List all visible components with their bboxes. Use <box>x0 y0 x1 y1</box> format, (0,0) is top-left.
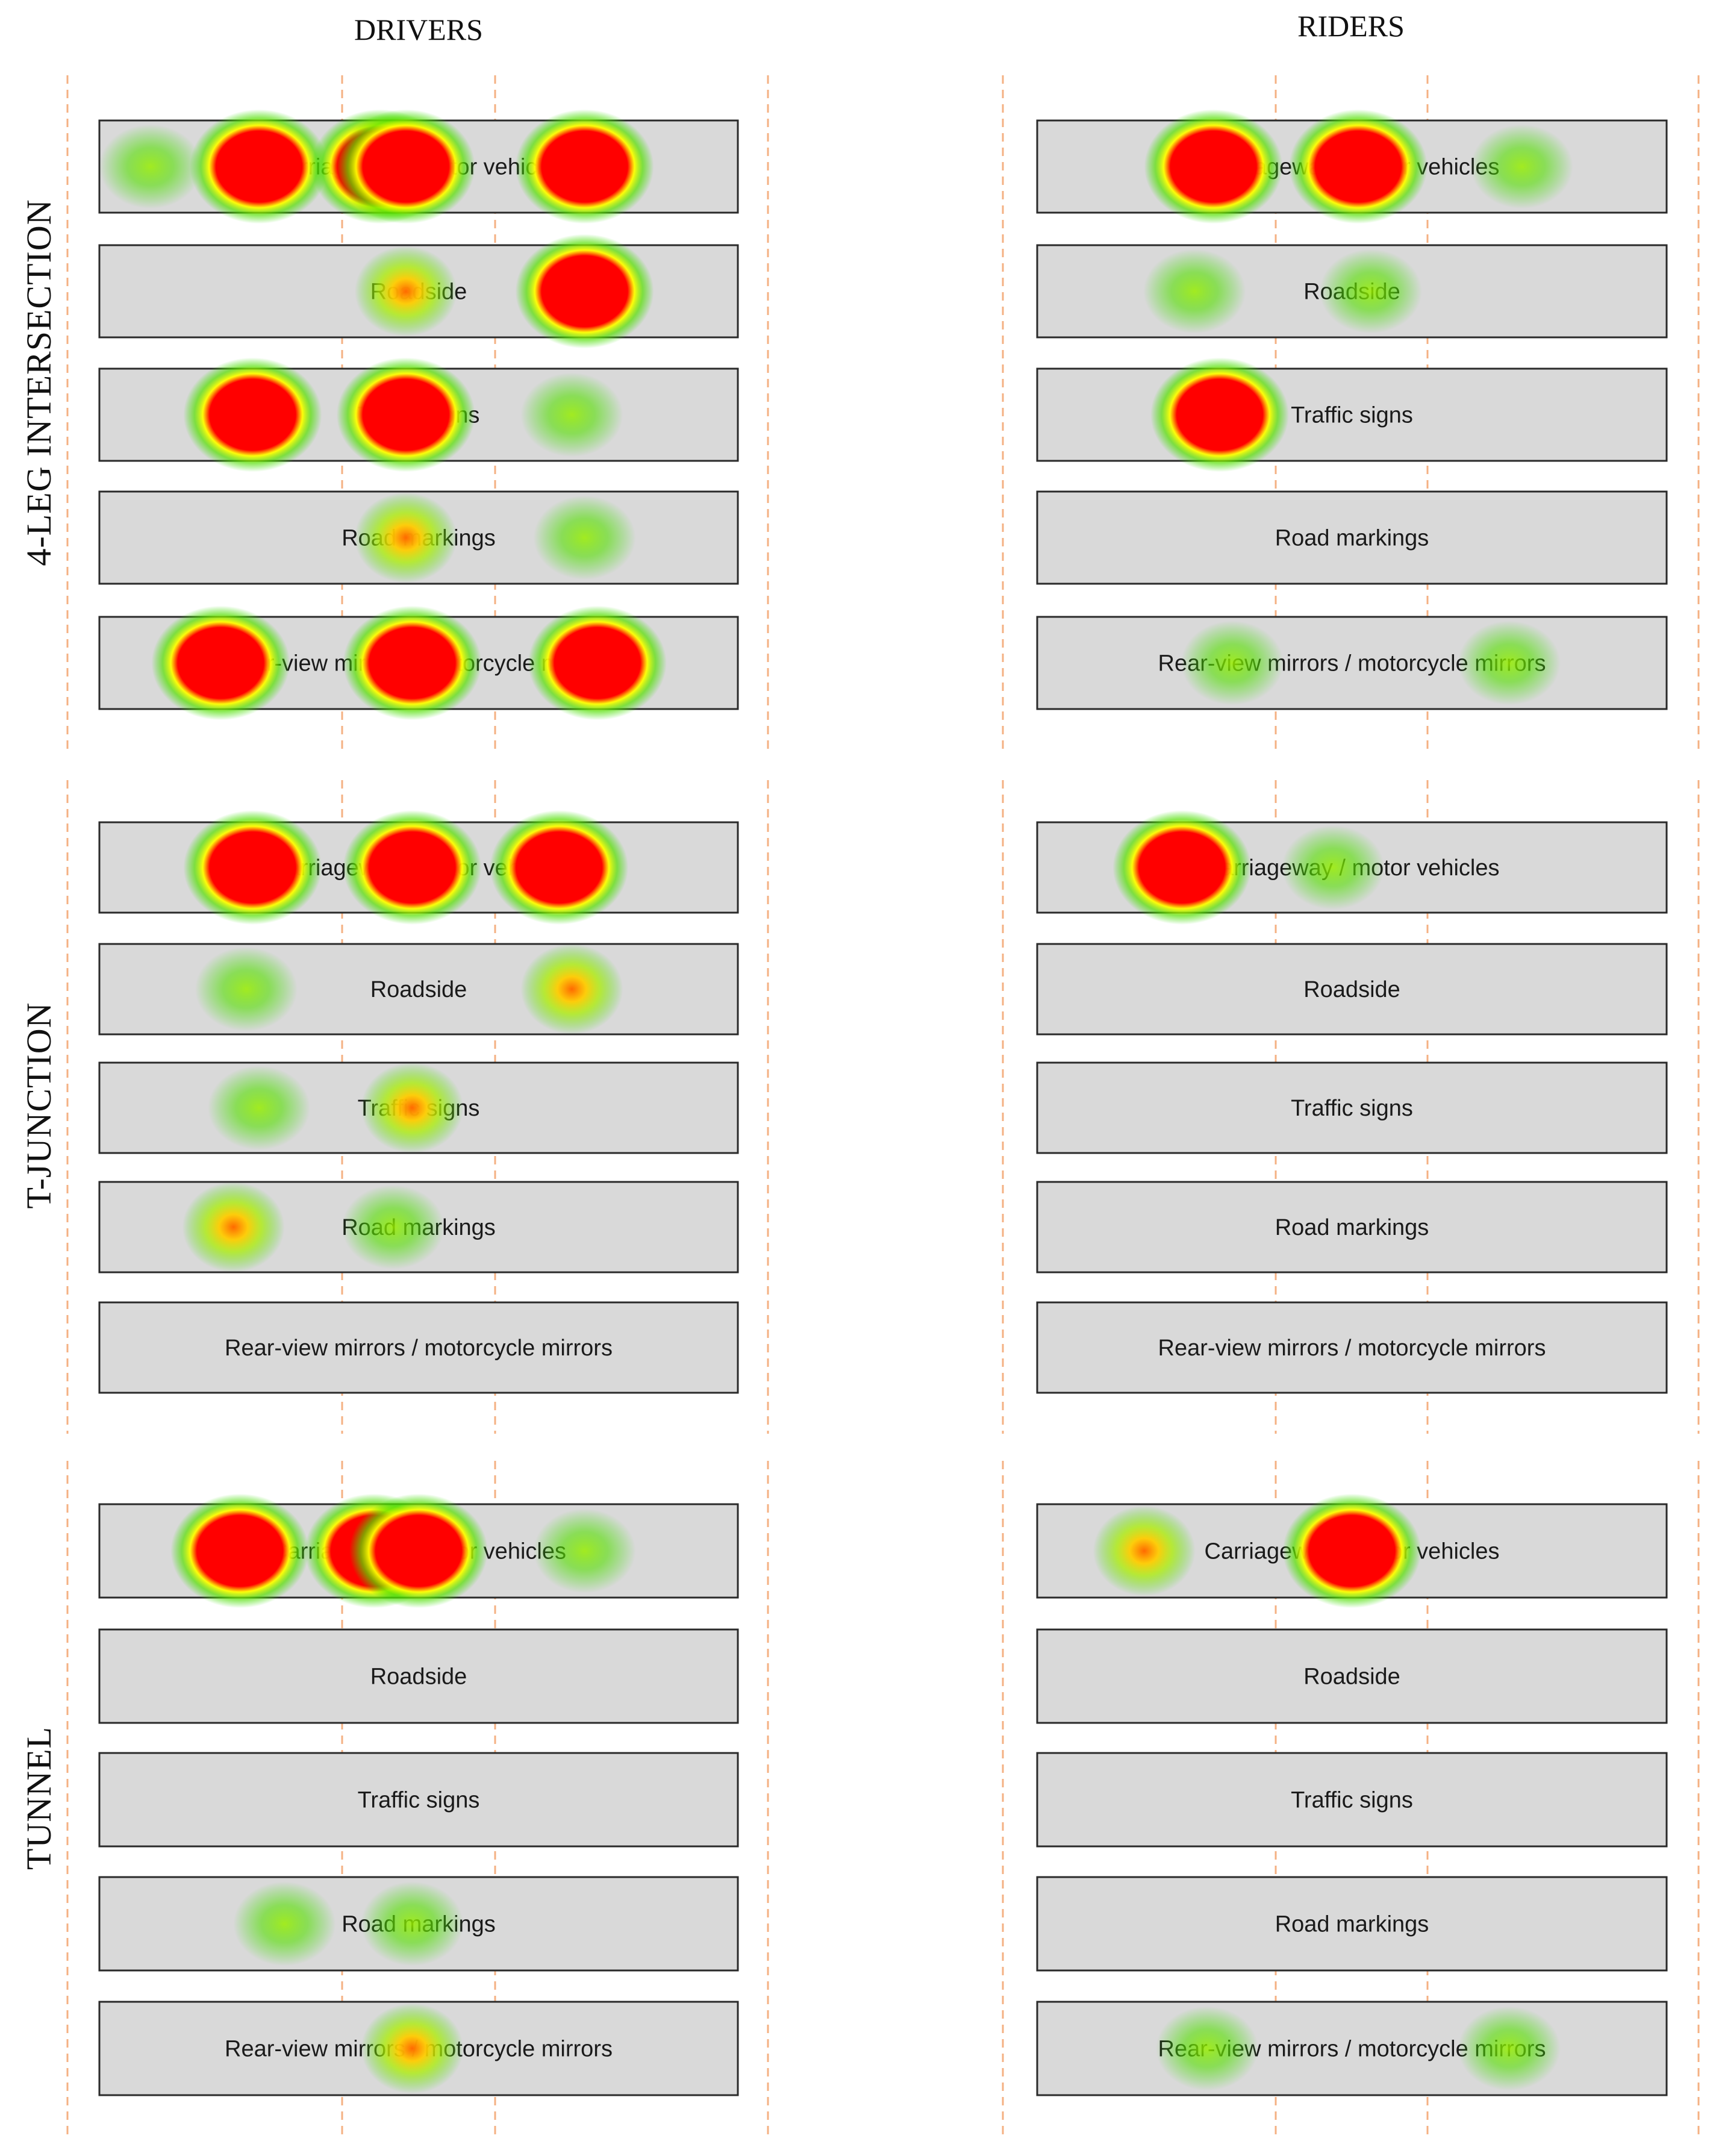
aoi-panel: Rear-view mirrors / motorcycle mirrors <box>1036 616 1668 710</box>
heat-spot-medium <box>1093 1505 1196 1596</box>
heat-spot-low <box>195 947 298 1031</box>
aoi-rect <box>1036 1628 1668 1724</box>
aoi-panels: Carriageway / motor vehiclesRoadsideTraf… <box>98 119 1668 2096</box>
heat-spot-high <box>528 605 667 720</box>
aoi-label: Traffic signs <box>1291 1096 1413 1121</box>
aoi-label: Road markings <box>1275 1215 1429 1240</box>
heat-spot-high <box>515 109 654 224</box>
aoi-rect <box>1036 1181 1668 1273</box>
aoi-panel: Rear-view mirrors / motorcycle mirrors <box>1036 1301 1668 1394</box>
heat-spot-high <box>349 1493 488 1608</box>
aoi-label: Roadside <box>370 977 467 1002</box>
aoi-panel: Road markings <box>1036 490 1668 585</box>
aoi-panel: Rear-view mirrors / motorcycle mirrors <box>1036 2001 1668 2096</box>
aoi-label: Traffic signs <box>1291 403 1413 428</box>
aoi-rect <box>1036 616 1668 710</box>
aoi-label: Road markings <box>1275 1912 1429 1937</box>
heat-spot-medium <box>520 944 623 1034</box>
aoi-panel: Traffic signs <box>1036 1752 1668 1848</box>
aoi-label: Roadside <box>1303 977 1400 1002</box>
aoi-rect <box>1036 1301 1668 1394</box>
row-title-4-leg-intersection: 4-LEG INTERSECTION <box>19 199 58 566</box>
row-title-tunnel: TUNNEL <box>19 1726 58 1870</box>
heat-spot-high <box>183 810 322 925</box>
aoi-panel: Roadside <box>98 1628 739 1724</box>
aoi-label: Traffic signs <box>1291 1788 1413 1813</box>
heat-spot-low <box>1319 249 1422 334</box>
heat-spot-low <box>533 495 636 580</box>
aoi-label: Roadside <box>370 1664 467 1690</box>
heat-spot-high <box>151 605 290 720</box>
column-title-riders: RIDERS <box>1297 9 1405 43</box>
heat-spot-high <box>336 109 475 224</box>
heat-spot-medium <box>361 2003 464 2094</box>
aoi-label: Road markings <box>1275 526 1429 551</box>
heat-spot-high <box>343 810 482 925</box>
heat-spot-high <box>1150 357 1290 472</box>
heat-spot-low <box>361 1881 464 1966</box>
aoi-rect <box>98 1628 739 1724</box>
heat-spot-high <box>1112 810 1252 925</box>
aoi-rect <box>1036 1061 1668 1154</box>
heat-spot-low <box>1458 2006 1561 2091</box>
heat-spot-high <box>1288 109 1428 224</box>
heat-spot-medium <box>182 1182 285 1272</box>
heat-spot-high <box>1144 109 1283 224</box>
row-title-t-junction: T-JUNCTION <box>19 1002 58 1209</box>
aoi-rect <box>1036 367 1668 462</box>
heat-spot-high <box>1282 1493 1421 1608</box>
heat-spot-low <box>1458 620 1561 705</box>
column-title-drivers: DRIVERS <box>354 13 483 46</box>
aoi-panel: Traffic signs <box>98 1752 739 1848</box>
heat-spot-high <box>183 357 322 472</box>
heat-spot-low <box>99 124 202 209</box>
aoi-rect <box>98 1301 739 1394</box>
aoi-label: Roadside <box>1303 1664 1400 1690</box>
aoi-panel: Road markings <box>1036 1876 1668 1972</box>
heat-spot-medium <box>361 1063 464 1153</box>
heat-spot-high <box>190 109 328 224</box>
heat-spot-high <box>336 357 475 472</box>
aoi-panel: Traffic signs <box>1036 1061 1668 1154</box>
aoi-rect <box>1036 1752 1668 1848</box>
heat-spot-low <box>208 1066 310 1150</box>
heat-spot-low <box>233 1881 336 1966</box>
heat-spot-medium <box>354 246 457 337</box>
aoi-rect <box>1036 943 1668 1036</box>
aoi-rect <box>1036 2001 1668 2096</box>
heat-spot-medium <box>354 492 457 583</box>
heat-spot-low <box>1181 620 1284 705</box>
aoi-panel: Roadside <box>1036 943 1668 1036</box>
heat-spot-high <box>170 1493 310 1608</box>
heat-spot-low <box>1156 2006 1259 2091</box>
heat-spot-low <box>533 1508 636 1593</box>
heat-spot-low <box>1282 825 1385 910</box>
heat-spot-low <box>520 372 623 457</box>
heat-spot-low <box>342 1185 445 1269</box>
heat-spots <box>99 109 1573 2094</box>
heat-spot-low <box>1470 124 1573 209</box>
aoi-panel: Road markings <box>1036 1181 1668 1273</box>
aoi-rect <box>1036 1876 1668 1972</box>
aoi-label: Traffic signs <box>358 1788 480 1813</box>
heat-spot-low <box>1143 249 1246 334</box>
heat-spot-high <box>515 234 654 349</box>
aoi-panel: Roadside <box>1036 1628 1668 1724</box>
aoi-rect <box>98 1752 739 1848</box>
aoi-panel: Traffic signs <box>1036 367 1668 462</box>
aoi-label: Rear-view mirrors / motorcycle mirrors <box>225 1336 613 1361</box>
heat-spot-high <box>490 810 629 925</box>
aoi-label: Rear-view mirrors / motorcycle mirrors <box>1158 1336 1546 1361</box>
aoi-rect <box>1036 490 1668 585</box>
heat-spot-high <box>343 605 482 720</box>
aoi-panel: Rear-view mirrors / motorcycle mirrors <box>98 1301 739 1394</box>
